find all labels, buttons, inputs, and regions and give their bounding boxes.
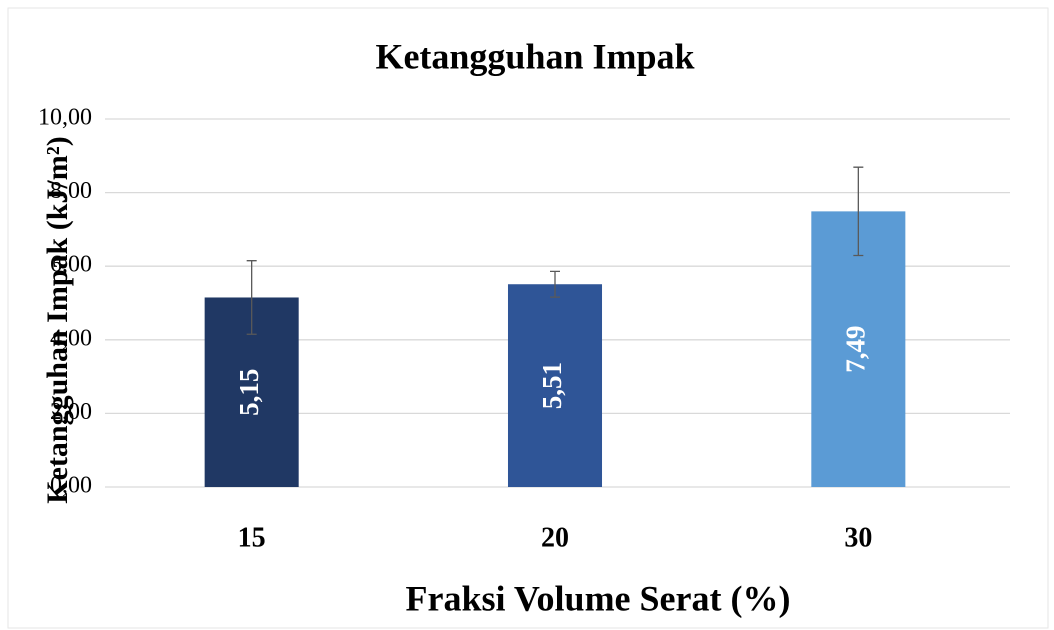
y-tick-label: 4,00 [50,325,92,351]
bar [507,284,603,487]
error-bar [246,260,257,335]
value-label: 7,49 [841,326,871,373]
value-label: 5,51 [537,362,567,409]
error-bar [853,166,864,257]
x-tick-label: 15 [238,522,266,553]
x-axis-label: Fraksi Volume Serat (%) [406,578,791,618]
y-tick-label: 0,00 [50,473,92,499]
x-tick-label: 20 [541,522,569,553]
error-bar [550,270,560,298]
y-axis-label: Ketangguhan Impak (kJ/m²) [41,136,74,503]
x-tick-label: 30 [844,522,872,553]
chart-frame [7,7,1049,629]
bar [811,211,906,488]
value-label: 5,15 [234,369,264,416]
y-tick-label: 8,00 [50,178,92,204]
y-tick-label: 10,00 [38,105,92,131]
chart-title: Ketangguhan Impak [375,36,694,76]
y-tick-label: 6,00 [50,252,92,278]
y-tick-label: 2,00 [50,399,92,425]
